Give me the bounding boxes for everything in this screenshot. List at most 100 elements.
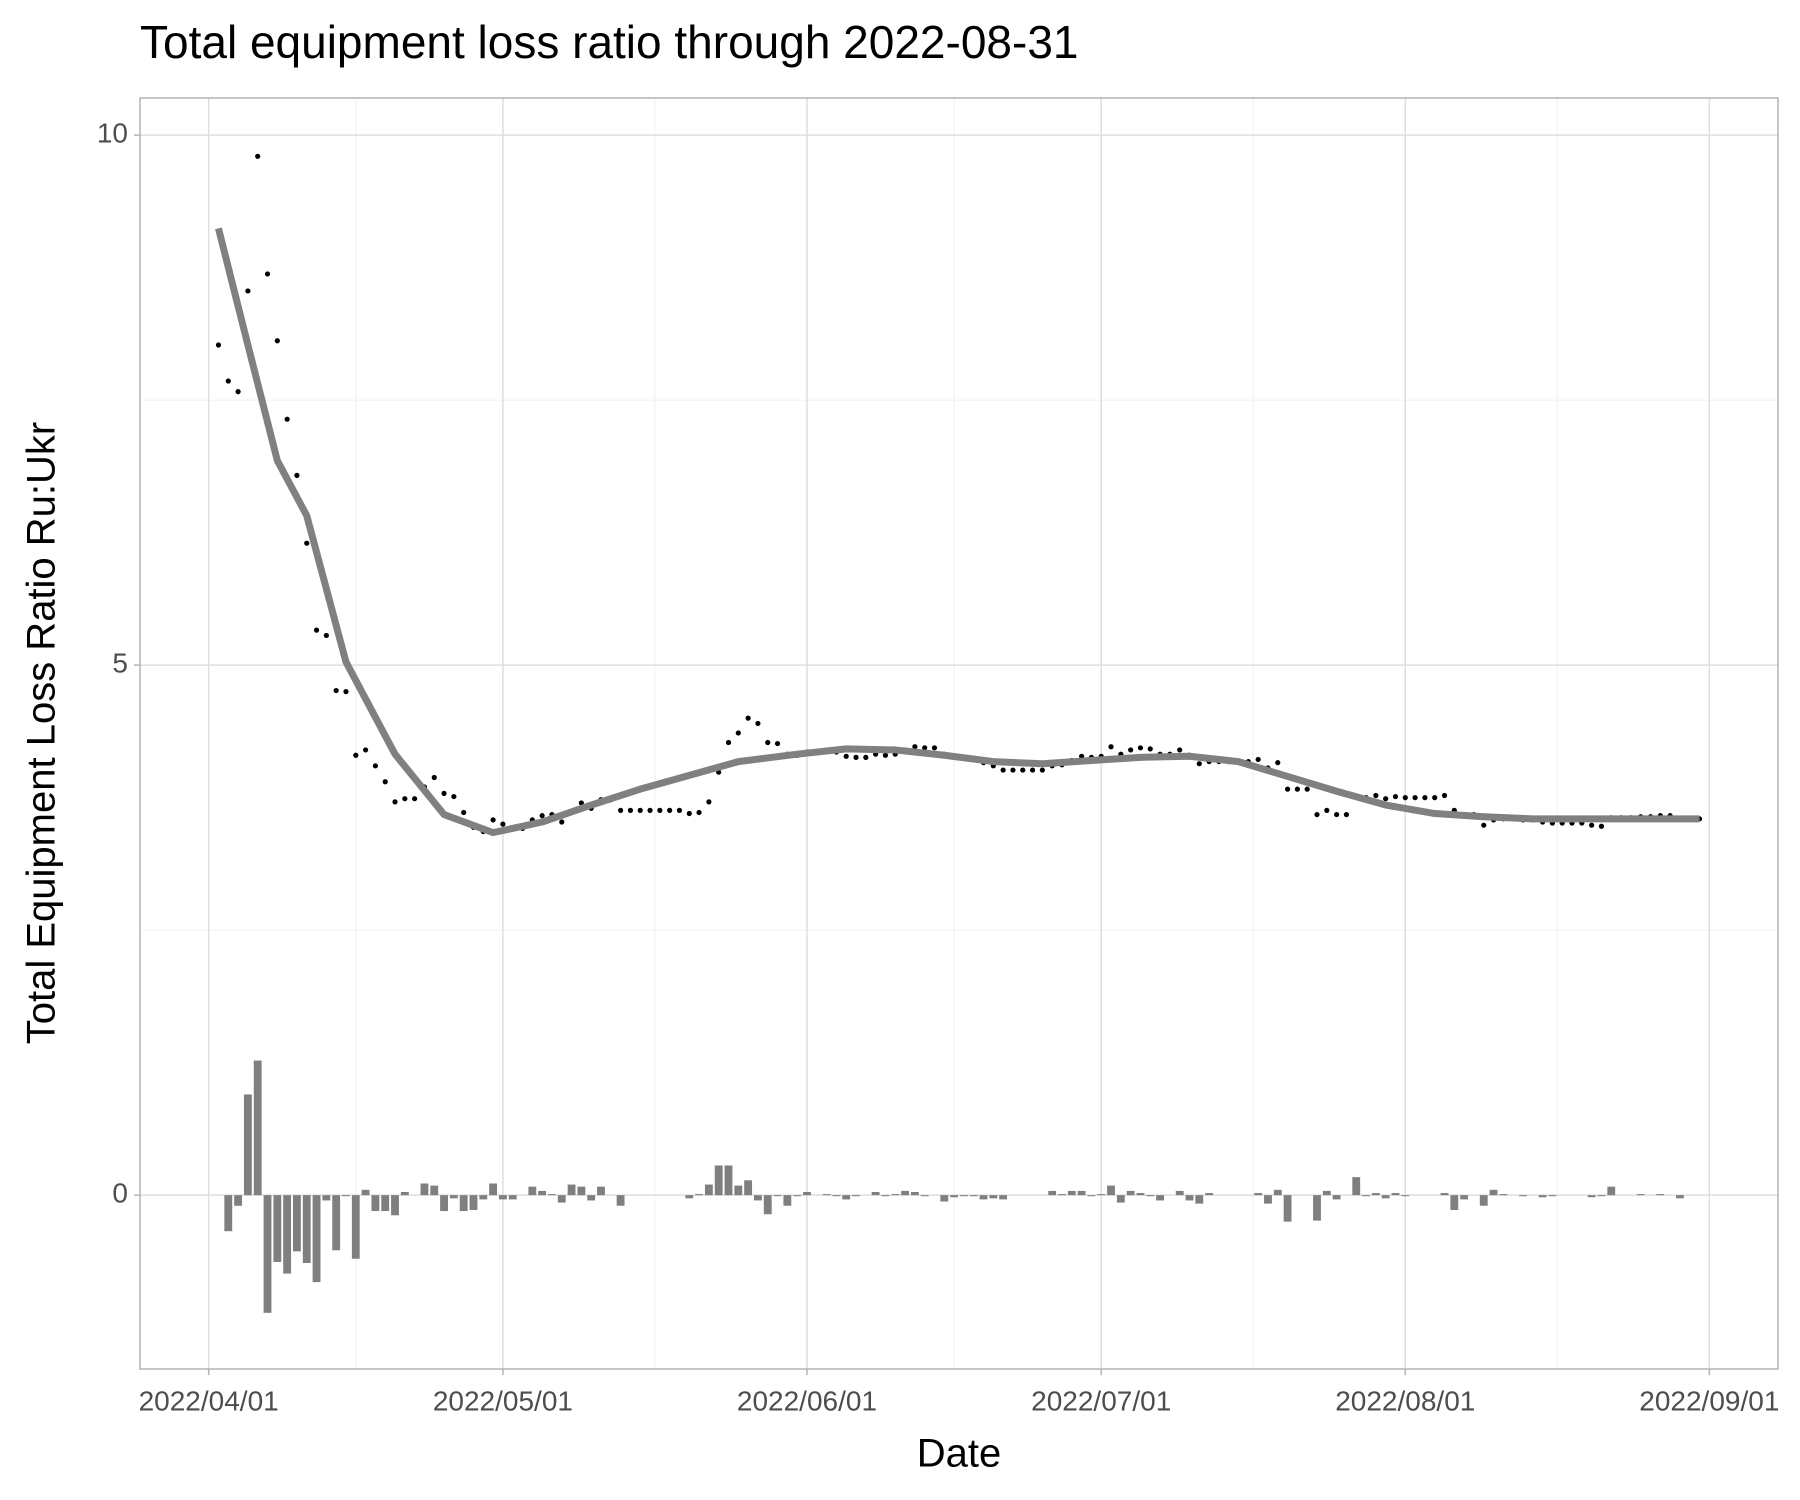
bar	[1322, 1190, 1331, 1196]
point	[294, 472, 300, 478]
bar	[253, 1060, 262, 1196]
bar	[1136, 1193, 1145, 1196]
point	[1334, 811, 1340, 818]
point	[1128, 747, 1134, 753]
bar	[489, 1183, 498, 1196]
bar	[1067, 1190, 1076, 1196]
point	[1137, 745, 1144, 751]
bar	[1597, 1195, 1606, 1197]
bar	[498, 1195, 507, 1200]
point	[225, 378, 231, 384]
x-tick-label: 2022/05/01	[433, 1385, 573, 1416]
bar	[744, 1180, 753, 1196]
y-tick-label: 5	[112, 648, 128, 679]
bar	[920, 1195, 929, 1197]
x-tick-label: 2022/07/01	[1031, 1385, 1171, 1416]
point	[313, 627, 320, 633]
bar	[724, 1165, 733, 1196]
point	[1000, 767, 1006, 773]
point	[1010, 767, 1016, 773]
point	[1255, 756, 1261, 763]
point	[1343, 811, 1350, 818]
bar	[1479, 1195, 1488, 1206]
point	[1481, 822, 1487, 828]
point	[1373, 792, 1379, 799]
bar	[793, 1195, 802, 1197]
bar	[1636, 1194, 1645, 1196]
bar	[803, 1191, 811, 1196]
bar	[1195, 1195, 1204, 1204]
point	[774, 740, 781, 747]
bar	[273, 1195, 282, 1262]
bar	[1126, 1190, 1135, 1196]
point	[755, 720, 761, 727]
point	[706, 799, 712, 805]
bar	[322, 1195, 331, 1201]
bar	[734, 1185, 743, 1196]
bar	[871, 1191, 880, 1196]
bar	[695, 1194, 704, 1196]
bar	[1087, 1195, 1096, 1197]
bar	[1519, 1195, 1527, 1197]
bar	[704, 1184, 713, 1196]
bar	[342, 1195, 350, 1197]
point	[1314, 811, 1320, 818]
point	[1275, 760, 1281, 766]
point	[382, 779, 388, 785]
bar	[616, 1195, 625, 1206]
point	[235, 389, 241, 395]
bar	[1352, 1177, 1361, 1196]
bar	[1048, 1190, 1057, 1196]
bar	[1175, 1190, 1184, 1196]
bar	[1254, 1193, 1263, 1196]
point	[490, 817, 496, 823]
point	[343, 689, 349, 695]
point	[323, 632, 329, 639]
point	[637, 807, 643, 813]
point	[1029, 767, 1036, 773]
point	[1432, 795, 1438, 801]
bar	[1205, 1193, 1214, 1196]
bar	[508, 1195, 517, 1200]
bar	[587, 1195, 596, 1201]
bar	[459, 1195, 468, 1212]
point	[264, 271, 271, 277]
bar	[1391, 1193, 1400, 1196]
point	[1589, 822, 1595, 828]
bar	[1440, 1193, 1449, 1196]
chart-title: Total equipment loss ratio through 2022-…	[140, 16, 1079, 68]
bar	[999, 1195, 1008, 1200]
labels: 0 5 10 2022/04/01 2022/05/01 2022/06/01 2022/0…	[97, 117, 1780, 1416]
bar	[842, 1195, 851, 1200]
point	[696, 809, 702, 816]
point	[1294, 786, 1300, 792]
grid	[140, 98, 1778, 1369]
point	[618, 807, 624, 813]
bar	[754, 1195, 762, 1201]
bar	[440, 1195, 448, 1212]
point	[274, 338, 280, 344]
bar	[1607, 1186, 1616, 1196]
point	[1196, 761, 1202, 767]
bar	[1077, 1190, 1086, 1196]
bar	[528, 1186, 537, 1196]
point	[392, 799, 398, 805]
point	[362, 747, 369, 753]
bar	[950, 1195, 959, 1198]
bar	[763, 1195, 772, 1215]
bar	[1489, 1189, 1498, 1196]
bar	[597, 1186, 605, 1196]
panel-border	[139, 97, 1779, 1370]
point	[1039, 767, 1045, 773]
bar	[1146, 1195, 1155, 1197]
bar	[1450, 1195, 1459, 1210]
bar	[881, 1195, 890, 1197]
bar	[391, 1195, 399, 1216]
point	[627, 807, 634, 813]
bar	[1332, 1195, 1341, 1200]
point	[215, 342, 222, 348]
bar	[293, 1195, 301, 1252]
bar	[1283, 1195, 1292, 1222]
marks	[215, 153, 1703, 1313]
bar	[1371, 1193, 1380, 1196]
